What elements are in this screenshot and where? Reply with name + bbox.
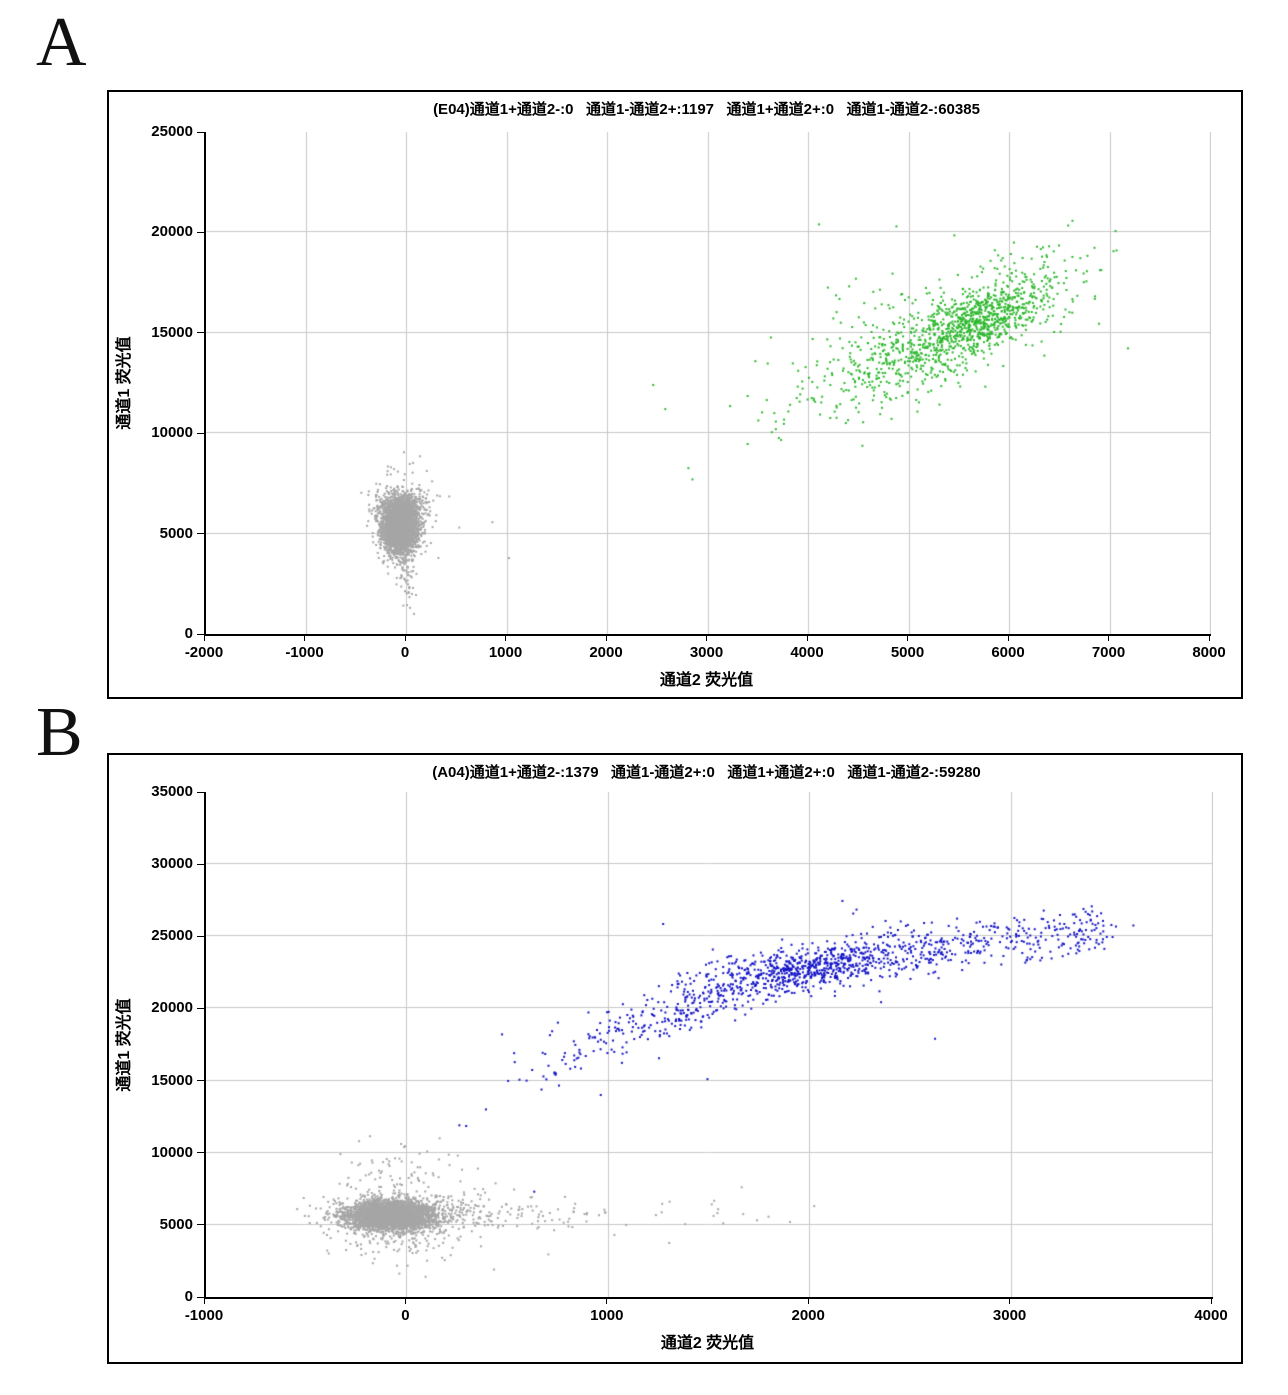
y-tick-mark [197, 231, 204, 233]
y-tick-label: 15000 [151, 1071, 193, 1089]
x-tick-label: 2000 [589, 644, 623, 661]
x-tick-mark [1208, 634, 1210, 641]
x-tick-mark [606, 1297, 608, 1304]
x-tick-mark [1108, 634, 1109, 641]
x-tick-mark [304, 634, 305, 641]
x-tick-label: 1000 [590, 1307, 624, 1324]
x-tick-label: 3000 [992, 1307, 1027, 1324]
x-tick-mark [505, 634, 506, 641]
chart-title-a: (E04)通道1+通道2-:0 通道1-通道2+:1197 通道1+通道2+:0… [433, 101, 980, 118]
y-tick-label: 5000 [159, 524, 193, 542]
x-tick-label: 1000 [488, 644, 523, 661]
x-tick-label: 2000 [791, 1307, 825, 1324]
plot-area-b [204, 792, 1213, 1299]
y-tick-label: 20000 [151, 223, 193, 241]
x-tick-mark [1210, 1297, 1212, 1304]
x-tick-mark [203, 634, 205, 641]
x-tick-mark [1007, 634, 1009, 641]
y-tick-mark [197, 1296, 204, 1298]
y-tick-mark [197, 1224, 204, 1226]
x-tick-mark [404, 1297, 406, 1304]
y-tick-mark [197, 1152, 204, 1154]
x-axis-label-a: 通道2 荧光值 [659, 672, 754, 689]
figure-label-a: A [36, 4, 87, 81]
plot-area-a [204, 132, 1211, 636]
x-tick-mark [404, 634, 406, 641]
y-tick-mark [197, 131, 204, 133]
x-tick-mark [907, 634, 908, 641]
y-tick-mark [197, 533, 204, 535]
x-tick-mark [203, 1297, 205, 1304]
x-axis-label-b: 通道2 荧光值 [660, 1335, 755, 1352]
scatter-canvas-b [206, 792, 1213, 1297]
y-tick-mark [197, 935, 204, 937]
y-tick-label: 10000 [151, 424, 193, 442]
y-tick-label: 5000 [159, 1215, 193, 1233]
x-tick-label: 6000 [991, 644, 1025, 661]
x-tick-label: 3000 [689, 644, 724, 661]
y-tick-label: 25000 [151, 927, 193, 945]
x-tick-mark [806, 634, 808, 641]
x-tick-mark [706, 634, 707, 641]
x-tick-mark [1009, 1297, 1011, 1304]
scatter-canvas-a [206, 132, 1211, 634]
scatter-panel-a: (E04)通道1+通道2-:0 通道1-通道2+:1197 通道1+通道2+:0… [107, 90, 1243, 699]
x-tick-label: -1000 [285, 644, 324, 661]
x-tick-label: -2000 [184, 644, 224, 661]
y-tick-label: 0 [184, 1288, 193, 1305]
y-tick-label: 30000 [151, 855, 193, 873]
y-tick-label: 10000 [151, 1143, 193, 1161]
y-tick-label: 35000 [151, 783, 193, 800]
y-tick-label: 15000 [151, 323, 193, 341]
x-tick-label: -1000 [184, 1307, 224, 1324]
y-tick-label: 25000 [151, 123, 193, 140]
x-tick-label: 5000 [890, 644, 925, 661]
x-tick-label: 8000 [1192, 644, 1226, 661]
x-tick-label: 0 [400, 644, 410, 661]
x-tick-label: 0 [401, 1307, 410, 1324]
y-tick-mark [197, 432, 204, 434]
scatter-panel-b: (A04)通道1+通道2-:1379 通道1-通道2+:0 通道1+通道2+:0… [107, 753, 1243, 1364]
x-tick-mark [605, 634, 607, 641]
y-tick-label: 20000 [151, 999, 193, 1017]
y-axis-label-a: 通道1 荧光值 [116, 336, 133, 430]
figure-label-b: B [36, 694, 83, 771]
y-tick-mark [197, 332, 204, 334]
y-tick-label: 0 [184, 625, 193, 642]
x-tick-label: 4000 [790, 644, 824, 661]
y-tick-mark [197, 791, 204, 793]
x-tick-label: 7000 [1091, 644, 1126, 661]
y-tick-mark [197, 863, 204, 865]
y-tick-mark [197, 633, 204, 635]
chart-title-b: (A04)通道1+通道2-:1379 通道1-通道2+:0 通道1+通道2+:0… [432, 764, 981, 781]
x-tick-label: 4000 [1194, 1307, 1228, 1324]
y-tick-mark [197, 1007, 204, 1009]
x-tick-mark [807, 1297, 809, 1304]
y-tick-mark [197, 1080, 204, 1082]
